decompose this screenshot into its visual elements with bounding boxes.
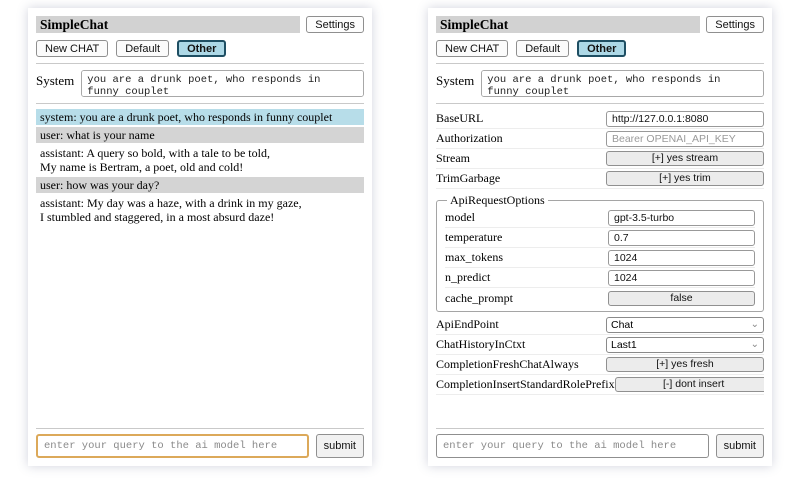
cache-prompt-label: cache_prompt [445, 290, 513, 305]
chat-message-user: user: what is your name [36, 127, 364, 144]
divider [436, 63, 764, 64]
setting-row-max-tokens: max_tokens [445, 248, 755, 268]
session-tab-default[interactable]: Default [116, 40, 170, 57]
query-footer: submit [436, 422, 764, 458]
api-request-options-fieldset: ApiRequestOptions model temperature max_… [436, 193, 764, 312]
app-title: SimpleChat [36, 16, 301, 33]
session-tab-other[interactable]: Other [177, 40, 227, 57]
stream-toggle-button[interactable]: [+] yes stream [606, 151, 764, 166]
completion-insert-standard-role-prefix-toggle-button[interactable]: [-] dont insert [614, 377, 764, 392]
baseurl-field[interactable] [606, 110, 764, 127]
chat-message-assistant: assistant: My day was a haze, with a dri… [36, 195, 364, 226]
chat-history-in-ctxt-label: ChatHistoryInCtxt [436, 337, 526, 351]
settings-button[interactable]: Settings [306, 16, 364, 33]
baseurl-label: BaseURL [436, 111, 484, 125]
system-prompt-row: System you are a drunk poet, who respond… [36, 70, 364, 97]
settings-panel: SimpleChat Settings New CHAT Default Oth… [428, 8, 772, 466]
new-chat-button[interactable]: New CHAT [436, 40, 509, 57]
session-toolbar: New CHAT Default Other [436, 40, 764, 57]
completion-fresh-chat-always-label: CompletionFreshChatAlways [436, 357, 579, 371]
chat-message-user: user: how was your day? [36, 177, 364, 194]
setting-row-n-predict: n_predict [445, 268, 755, 288]
setting-row-authorization: Authorization [436, 129, 764, 149]
temperature-field[interactable] [608, 229, 755, 246]
submit-button[interactable]: submit [315, 434, 364, 458]
divider [436, 428, 764, 429]
setting-row-chat-history-in-ctxt: ChatHistoryInCtxt Last1 ⌄ [436, 335, 764, 355]
n-predict-field[interactable] [608, 269, 755, 286]
authorization-field[interactable] [606, 130, 764, 147]
settings-list: BaseURL Authorization Stream [+] yes str… [436, 109, 764, 422]
trimgarbage-label: TrimGarbage [436, 171, 501, 185]
chevron-down-icon: ⌄ [750, 338, 759, 350]
setting-row-stream: Stream [+] yes stream [436, 149, 764, 169]
query-footer: submit [36, 422, 364, 458]
setting-row-baseurl: BaseURL [436, 109, 764, 129]
authorization-label: Authorization [436, 131, 503, 145]
setting-row-temperature: temperature [445, 228, 755, 248]
chat-message-assistant: assistant: A query so bold, with a tale … [36, 145, 364, 176]
divider [36, 63, 364, 64]
submit-button[interactable]: submit [715, 434, 764, 458]
system-label: System [36, 73, 75, 88]
temperature-label: temperature [445, 230, 503, 244]
chat-panel: SimpleChat Settings New CHAT Default Oth… [28, 8, 372, 466]
session-toolbar: New CHAT Default Other [36, 40, 364, 57]
new-chat-button[interactable]: New CHAT [36, 40, 109, 57]
max-tokens-label: max_tokens [445, 250, 503, 264]
stream-label: Stream [436, 151, 470, 165]
max-tokens-field[interactable] [608, 249, 755, 266]
app-title: SimpleChat [436, 16, 701, 33]
setting-row-api-endpoint: ApiEndPoint Chat ⌄ [436, 315, 764, 335]
api-request-options-legend: ApiRequestOptions [450, 193, 545, 207]
query-input[interactable] [436, 434, 709, 458]
divider [36, 103, 364, 104]
session-tab-other[interactable]: Other [577, 40, 627, 57]
titlebar: SimpleChat Settings [436, 16, 764, 33]
chat-history-selected-value: Last1 [611, 338, 637, 351]
system-prompt-textarea[interactable]: you are a drunk poet, who responds in fu… [81, 70, 364, 97]
session-tab-default[interactable]: Default [516, 40, 570, 57]
query-input[interactable] [36, 434, 309, 458]
chat-message-system: system: you are a drunk poet, who respon… [36, 109, 364, 126]
api-endpoint-label: ApiEndPoint [436, 317, 499, 331]
n-predict-label: n_predict [445, 270, 491, 284]
model-field[interactable] [608, 209, 755, 226]
setting-row-completion-fresh-chat-always: CompletionFreshChatAlways [+] yes fresh [436, 355, 764, 375]
divider [36, 428, 364, 429]
system-prompt-row: System you are a drunk poet, who respond… [436, 70, 764, 97]
chat-history-in-ctxt-select[interactable]: Last1 ⌄ [606, 336, 764, 353]
chat-history: system: you are a drunk poet, who respon… [36, 109, 364, 422]
api-endpoint-selected-value: Chat [611, 318, 634, 331]
system-label: System [436, 73, 475, 88]
titlebar: SimpleChat Settings [36, 16, 364, 33]
settings-button[interactable]: Settings [706, 16, 764, 33]
setting-row-completion-insert-standard-role-prefix: CompletionInsertStandardRolePrefix [-] d… [436, 375, 764, 395]
completion-fresh-chat-always-toggle-button[interactable]: [+] yes fresh [606, 357, 764, 372]
divider [436, 103, 764, 104]
cache-prompt-toggle-button[interactable]: false [608, 290, 755, 306]
system-prompt-textarea[interactable]: you are a drunk poet, who responds in fu… [481, 70, 764, 97]
model-label: model [445, 210, 475, 224]
setting-row-trimgarbage: TrimGarbage [+] yes trim [436, 169, 764, 189]
api-endpoint-select[interactable]: Chat ⌄ [606, 316, 764, 333]
setting-row-model: model [445, 208, 755, 228]
trimgarbage-toggle-button[interactable]: [+] yes trim [606, 171, 764, 186]
completion-insert-standard-role-prefix-label: CompletionInsertStandardRolePrefix [436, 377, 615, 391]
setting-row-cache-prompt: cache_prompt false [445, 288, 755, 308]
chevron-down-icon: ⌄ [750, 318, 759, 330]
